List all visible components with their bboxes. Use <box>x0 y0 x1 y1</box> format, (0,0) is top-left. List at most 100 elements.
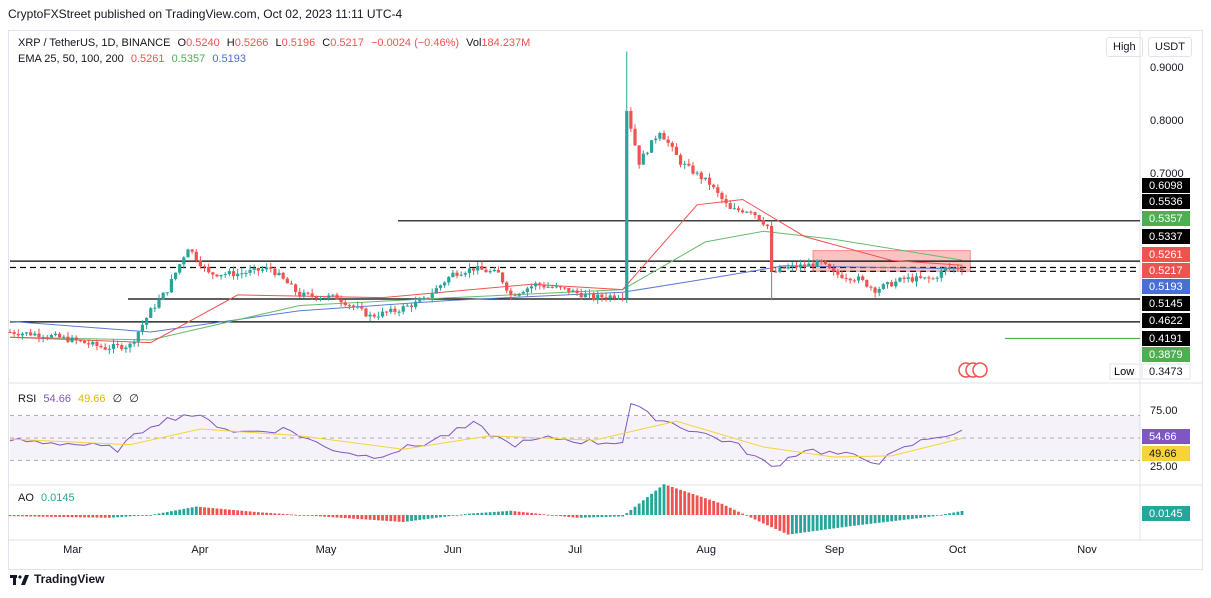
candle-body[interactable] <box>782 267 786 269</box>
candle-body[interactable] <box>281 272 285 279</box>
candle-body[interactable] <box>807 263 811 267</box>
candle-body[interactable] <box>198 260 203 267</box>
candle-body[interactable] <box>856 276 861 281</box>
candle-body[interactable] <box>240 273 244 275</box>
candle-body[interactable] <box>95 342 99 346</box>
candle-body[interactable] <box>74 337 78 341</box>
price-badge-0.5536[interactable] <box>1142 194 1190 209</box>
candle-body[interactable] <box>277 272 281 276</box>
candle-body[interactable] <box>873 287 877 293</box>
candle-body[interactable] <box>707 177 712 185</box>
candle-body[interactable] <box>819 260 823 262</box>
candle-body[interactable] <box>58 333 62 338</box>
candle-body[interactable] <box>128 343 132 348</box>
candle-body[interactable] <box>364 308 368 317</box>
candle-body[interactable] <box>687 163 691 166</box>
candle-body[interactable] <box>244 272 248 274</box>
candle-body[interactable] <box>169 279 174 293</box>
candle-body[interactable] <box>947 267 952 269</box>
candle-body[interactable] <box>538 283 542 286</box>
candle-body[interactable] <box>252 267 256 270</box>
candle-body[interactable] <box>513 294 517 296</box>
candle-body[interactable] <box>393 308 397 312</box>
candle-body[interactable] <box>670 142 674 147</box>
candle-body[interactable] <box>695 172 699 174</box>
candle-body[interactable] <box>45 337 49 339</box>
candle-body[interactable] <box>227 271 231 275</box>
candle-body[interactable] <box>132 341 136 344</box>
candle-body[interactable] <box>956 267 960 270</box>
candle-body[interactable] <box>343 302 347 306</box>
candle-body[interactable] <box>823 261 828 264</box>
candle-body[interactable] <box>877 288 881 293</box>
candle-body[interactable] <box>927 277 931 279</box>
candle-body[interactable] <box>434 288 438 294</box>
candle-body[interactable] <box>124 347 128 350</box>
candle-body[interactable] <box>16 333 20 336</box>
candle-body[interactable] <box>798 264 803 268</box>
candle-body[interactable] <box>943 267 948 271</box>
price-badge-0.4622[interactable] <box>1142 313 1190 328</box>
candle-body[interactable] <box>385 311 389 313</box>
candle-body[interactable] <box>919 276 923 278</box>
candle-body[interactable] <box>712 184 716 188</box>
candle-body[interactable] <box>401 306 405 312</box>
candle-body[interactable] <box>778 267 782 272</box>
candle-body[interactable] <box>488 271 492 273</box>
candle-body[interactable] <box>496 269 501 273</box>
candle-body[interactable] <box>625 111 629 299</box>
candle-body[interactable] <box>211 272 215 275</box>
candle-body[interactable] <box>803 264 807 267</box>
candle-body[interactable] <box>178 264 182 273</box>
candle-body[interactable] <box>285 278 289 284</box>
candle-body[interactable] <box>848 278 852 281</box>
candle-body[interactable] <box>298 291 302 297</box>
candle-body[interactable] <box>165 292 169 294</box>
candle-body[interactable] <box>347 305 352 307</box>
candle-body[interactable] <box>616 297 621 299</box>
candle-body[interactable] <box>78 340 82 342</box>
candle-body[interactable] <box>910 277 914 282</box>
candle-body[interactable] <box>500 272 505 283</box>
candle-body[interactable] <box>852 280 856 282</box>
candle-body[interactable] <box>120 345 124 350</box>
candle-body[interactable] <box>534 283 538 287</box>
candle-body[interactable] <box>426 297 430 299</box>
candle-body[interactable] <box>331 294 335 296</box>
candle-body[interactable] <box>480 266 484 270</box>
candle-body[interactable] <box>592 293 596 300</box>
candle-body[interactable] <box>728 203 732 209</box>
candle-body[interactable] <box>219 274 223 277</box>
candle-body[interactable] <box>37 333 41 338</box>
ema25-line[interactable] <box>9 198 963 344</box>
candle-body[interactable] <box>881 284 885 289</box>
candle-body[interactable] <box>144 317 149 325</box>
candle-body[interactable] <box>443 282 447 286</box>
candle-body[interactable] <box>289 283 294 285</box>
candle-body[interactable] <box>894 281 898 287</box>
candle-body[interactable] <box>49 335 53 338</box>
candle-body[interactable] <box>236 273 240 277</box>
candle-body[interactable] <box>136 331 140 342</box>
rsi-line[interactable] <box>9 402 963 467</box>
candle-body[interactable] <box>70 337 74 342</box>
candle-body[interactable] <box>724 199 728 204</box>
candle-body[interactable] <box>678 154 683 165</box>
candle-body[interactable] <box>202 266 207 268</box>
candle-body[interactable] <box>794 265 799 268</box>
candle-body[interactable] <box>716 187 720 193</box>
candle-body[interactable] <box>339 299 343 303</box>
candle-body[interactable] <box>567 287 571 293</box>
candle-body[interactable] <box>952 267 956 269</box>
candle-body[interactable] <box>471 268 476 271</box>
candle-body[interactable] <box>368 314 372 317</box>
candle-body[interactable] <box>815 260 819 267</box>
candle-body[interactable] <box>62 336 66 338</box>
candle-body[interactable] <box>492 269 496 272</box>
candle-body[interactable] <box>720 192 724 200</box>
candle-body[interactable] <box>173 272 178 280</box>
candle-body[interactable] <box>103 347 107 350</box>
rsi-label[interactable]: RSI <box>18 393 37 405</box>
candle-body[interactable] <box>741 210 745 213</box>
